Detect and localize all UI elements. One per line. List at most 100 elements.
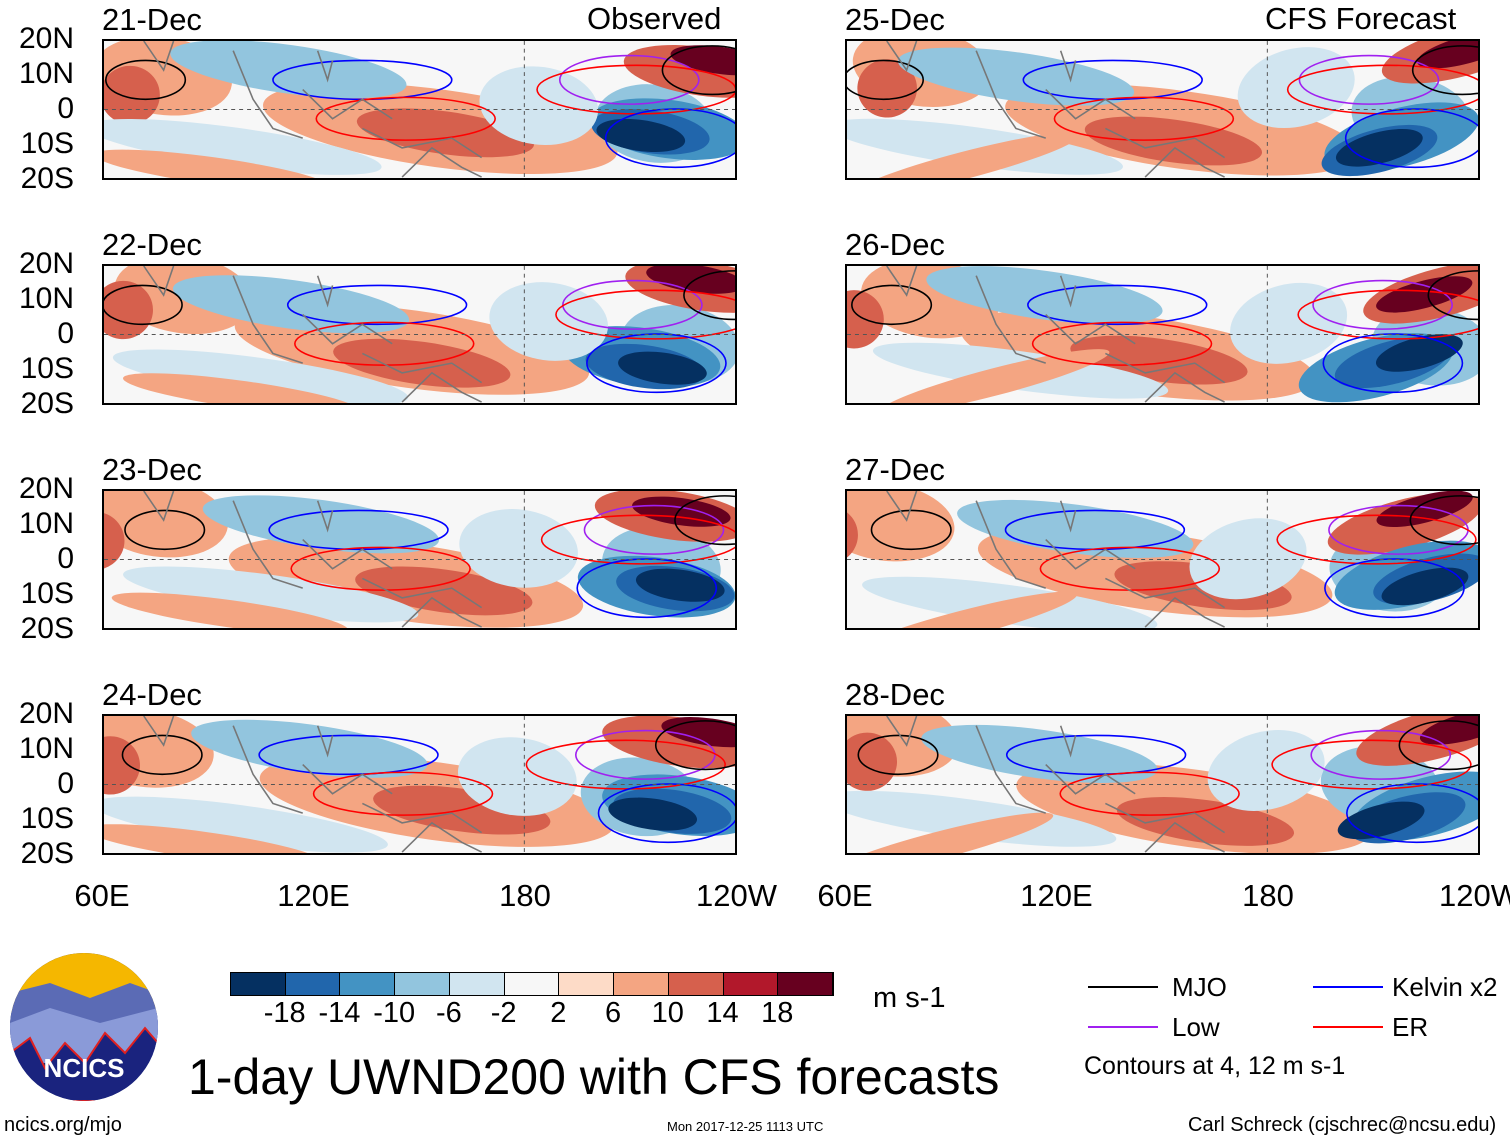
colorbar-swatch [668,973,724,995]
wave-contour [1324,558,1465,619]
footer-credit: Carl Schreck (cjschrec@ncsu.edu) [1188,1114,1497,1136]
lon-label: 60E [74,878,130,913]
anomaly-shading [489,282,608,361]
wave-contour [315,96,496,141]
wave-contour [294,321,475,366]
wave-contour [1427,270,1478,321]
anomaly-shading [847,290,884,349]
colorbar-label: 14 [706,997,739,1029]
anomaly-shading [926,266,1163,325]
contour-note: Contours at 4, 12 m s-1 [1084,1052,1346,1080]
anomaly-shading [847,491,955,562]
anomaly-shading [878,349,1110,403]
lon-label: 180 [1242,878,1294,913]
panel-date: 24-Dec [102,677,202,712]
lat-label: 20N [18,472,74,505]
coastlines [143,716,483,853]
footer-url[interactable]: ncics.org/mjo [4,1114,122,1136]
wave-contour [124,509,206,551]
legend-kelvin: Kelvin x2 [1392,972,1498,1002]
lat-label: 10N [18,732,74,765]
anomaly-shading [670,45,735,76]
colorbar-swatch [723,973,779,995]
anomaly-shading [112,349,409,403]
wave-contour [1409,495,1478,546]
anomaly-shading [104,118,382,175]
wave-contour [1398,720,1478,771]
wave-contour [1346,783,1478,844]
map-panel-28-Dec [845,714,1480,855]
legend-mjo: MJO [1172,972,1227,1002]
map-panel-25-Dec [845,39,1480,180]
lon-label: 180 [499,878,551,913]
map-panel-26-Dec [845,264,1480,405]
anomaly-shading [1230,282,1348,364]
wave-contour [105,59,187,101]
panel-date: 25-Dec [845,2,945,37]
anomaly-shading [957,499,1194,558]
anomaly-shading [104,796,388,853]
anomaly-shading [1207,730,1325,811]
wave-contour [604,108,735,169]
wave-contour [661,45,735,96]
map-panel-21-Dec [102,39,737,180]
wave-contour [575,729,716,780]
wave-contour [1053,96,1235,141]
map-panel-22-Dec [102,264,737,405]
wave-contour [1059,771,1240,816]
anomaly-shading [202,495,440,554]
anomaly-shading [104,511,125,570]
wave-contour [683,270,735,321]
wave-contour [654,720,735,771]
anomaly-shading [847,812,1054,853]
colorbar-swatch [340,973,396,995]
colorbar-swatch [449,973,505,995]
panel-date: 21-Dec [102,2,202,37]
lat-label: 20S [20,162,74,195]
wave-contour [674,495,735,546]
wave-contour [1005,734,1187,776]
anomaly-shading [104,736,140,795]
colorbar-label: -10 [373,997,416,1029]
lon-label: 120W [696,878,777,913]
legend-er: ER [1392,1012,1429,1042]
wave-contour [540,514,735,565]
wave-contour [1286,64,1478,115]
lat-label: 20N [18,247,74,280]
coastlines [886,266,1226,403]
anomaly-shading [921,724,1158,783]
wave-contour [1411,45,1478,96]
colorbar-swatch [231,973,286,995]
lat-label: 10N [18,57,74,90]
legend-line-kelvin [1313,986,1383,988]
coastlines [143,266,483,403]
anomaly-shading [847,732,898,791]
colorbar-label: 18 [761,997,794,1029]
footer-timestamp: Mon 2017-12-25 1113 UTC [667,1119,824,1134]
lat-label: 0 [57,767,74,800]
wave-contour [1027,284,1208,326]
colorbar-swatch [395,973,450,995]
anomaly-shading [1417,41,1478,69]
anomaly-shading [848,132,1080,178]
lat-label: 10N [18,282,74,315]
colorbar-label: 6 [605,997,622,1029]
map-panel-27-Dec [845,489,1480,630]
wave-contour [576,558,718,619]
anomaly-shading [479,66,599,146]
anomaly-shading [847,118,1123,175]
anomaly-shading [1375,334,1463,372]
lat-label: 20S [20,387,74,420]
wave-contour [290,546,471,591]
forecast-title: CFS Forecast [1265,1,1457,36]
observed-title: Observed [587,1,722,36]
anomaly-shading [111,592,348,628]
wave-contour [268,509,449,551]
anomaly-shading [123,373,360,403]
anomaly-shading [123,566,419,623]
figure-title: 1-day UWND200 with CFS forecasts [188,1049,1000,1105]
lat-label: 10S [20,577,74,610]
anomaly-shading [1376,491,1473,528]
anomaly-shading [459,509,578,588]
anomaly-shading [1335,128,1423,167]
